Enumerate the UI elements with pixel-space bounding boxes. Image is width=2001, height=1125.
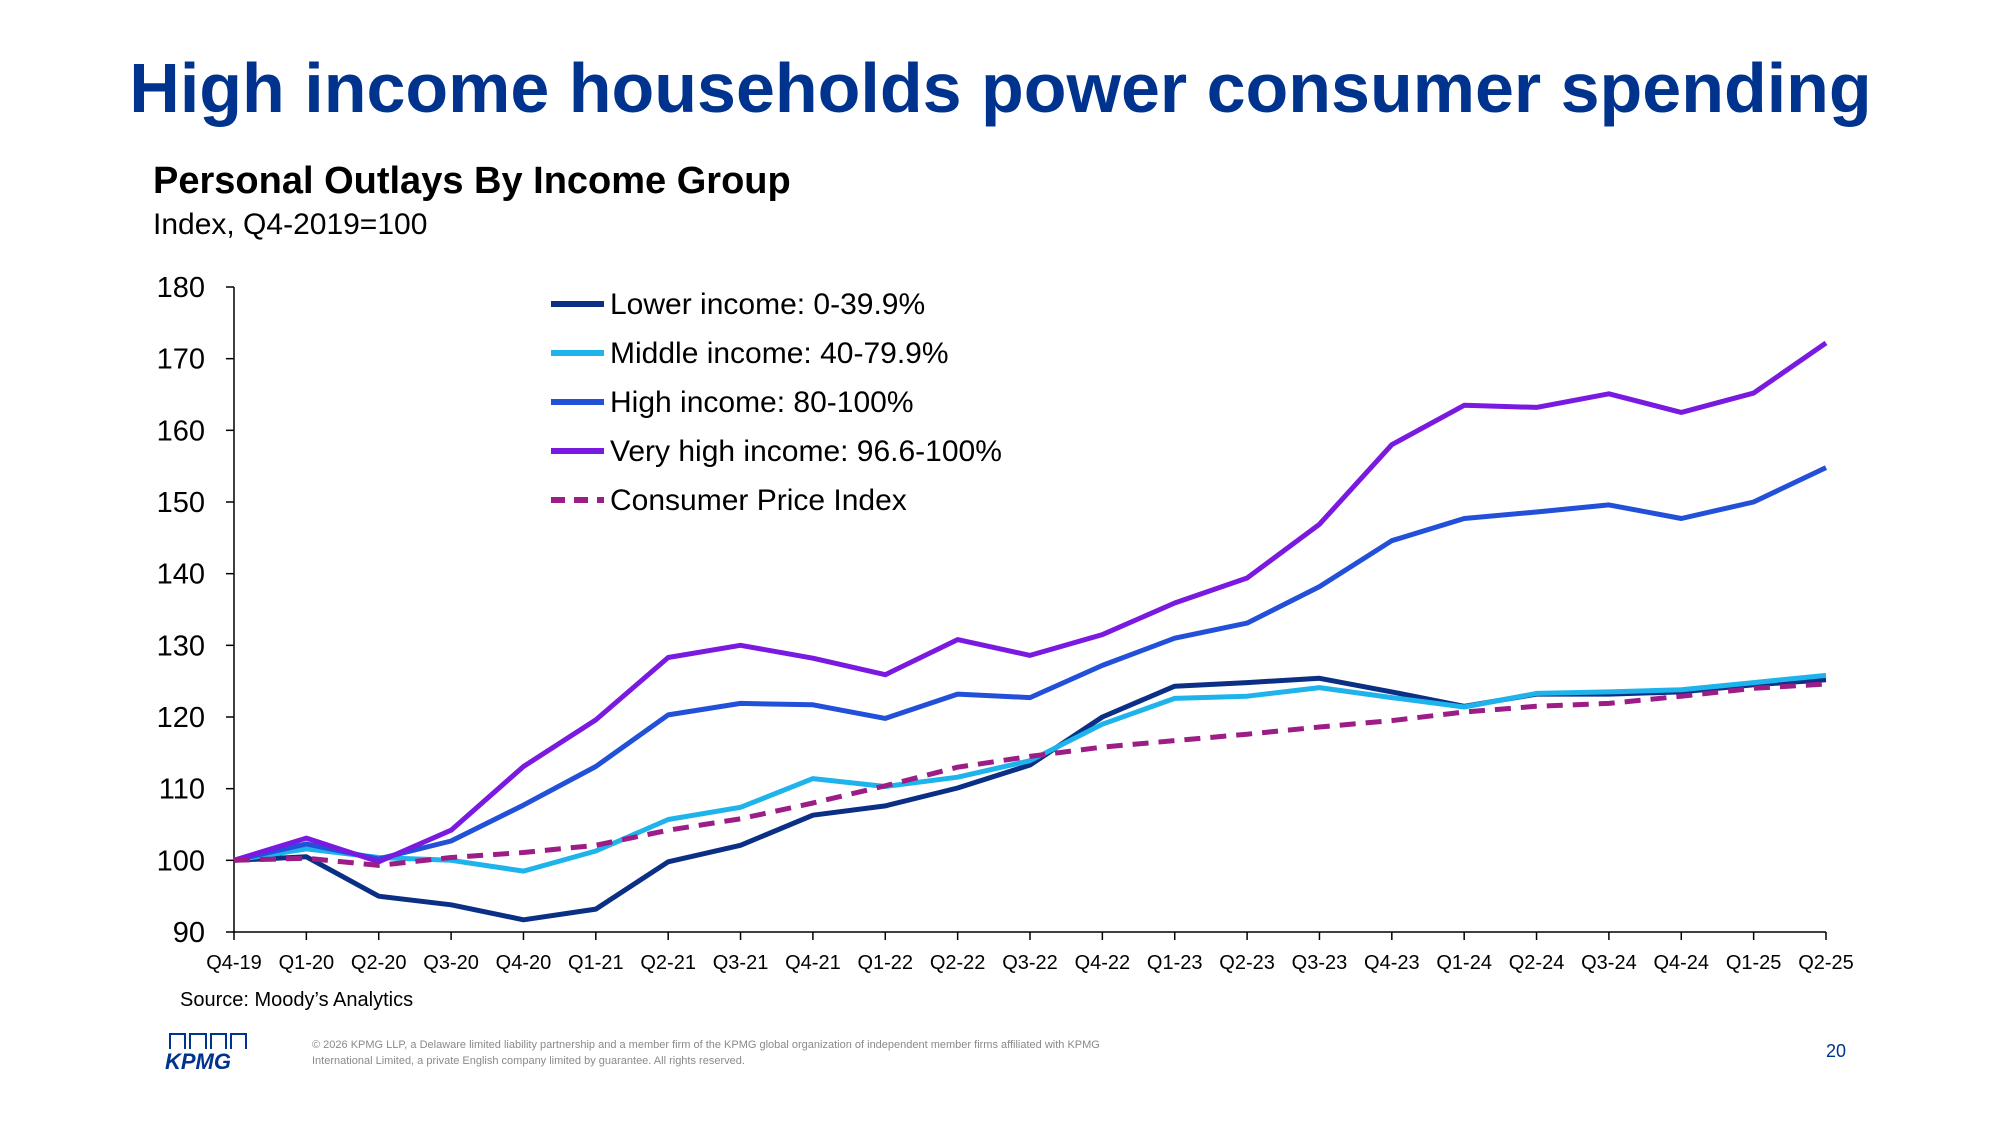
y-tick-label: 150 bbox=[157, 487, 205, 519]
x-tick-label: Q4-19 bbox=[206, 952, 262, 974]
y-tick-label: 160 bbox=[157, 415, 205, 447]
y-tick-label: 100 bbox=[157, 845, 205, 877]
y-tick-label: 90 bbox=[173, 917, 205, 949]
x-tick-label: Q1-22 bbox=[857, 952, 913, 974]
kpmg-logo: KPMG bbox=[165, 1033, 247, 1074]
series-line-4 bbox=[233, 681, 1827, 868]
y-tick-label: 180 bbox=[157, 272, 205, 304]
chart-axes: 90 100 110 120 130 140 150 160 170 180 Q4-19 Q1-20 Q… bbox=[157, 272, 1854, 974]
x-tick-label: Q2-21 bbox=[640, 952, 696, 974]
line-chart: 90 100 110 120 130 140 150 160 170 180 Q4-19 Q1-20 Q… bbox=[157, 272, 1854, 974]
x-tick-label: Q4-23 bbox=[1364, 952, 1420, 974]
logo-boxes bbox=[169, 1033, 247, 1049]
x-tick-label: Q3-23 bbox=[1292, 952, 1348, 974]
x-tick-label: Q2-25 bbox=[1798, 952, 1854, 974]
x-tick-label: Q3-24 bbox=[1581, 952, 1637, 974]
y-tick-label: 110 bbox=[159, 774, 205, 806]
slide-title: High income households power consumer sp… bbox=[129, 49, 1872, 127]
x-tick-label: Q4-24 bbox=[1653, 952, 1709, 974]
series-line-3 bbox=[233, 340, 1828, 865]
logo-wordmark: KPMG bbox=[165, 1049, 231, 1074]
x-tick-label: Q3-20 bbox=[423, 952, 479, 974]
x-tick-label: Q4-22 bbox=[1075, 952, 1131, 974]
x-tick-label: Q4-21 bbox=[785, 952, 841, 974]
legend-label-0: Lower income: 0-39.9% bbox=[610, 288, 925, 321]
legend-label-2: High income: 80-100% bbox=[610, 386, 914, 419]
x-tick-label: Q1-23 bbox=[1147, 952, 1203, 974]
x-tick-label: Q2-22 bbox=[930, 952, 986, 974]
x-tick-label: Q2-23 bbox=[1219, 952, 1275, 974]
chart-title: Personal Outlays By Income Group bbox=[153, 160, 791, 202]
legal-disclaimer: © 2026 KPMG LLP, a Delaware limited liab… bbox=[312, 1039, 1100, 1067]
source-note: Source: Moody’s Analytics bbox=[180, 989, 414, 1011]
x-tick-label: Q2-24 bbox=[1509, 952, 1565, 974]
x-tick-label: Q3-21 bbox=[713, 952, 769, 974]
page-number: 20 bbox=[1826, 1041, 1847, 1061]
legend-label-4: Consumer Price Index bbox=[610, 484, 907, 517]
legend-label-1: Middle income: 40-79.9% bbox=[610, 337, 949, 370]
chart-series bbox=[233, 340, 1828, 923]
legend-label-3: Very high income: 96.6-100% bbox=[610, 435, 1002, 468]
x-tick-label: Q1-24 bbox=[1436, 952, 1492, 974]
x-tick-label: Q1-21 bbox=[568, 952, 624, 974]
x-tick-label: Q3-22 bbox=[1002, 952, 1058, 974]
y-tick-label: 120 bbox=[157, 702, 205, 734]
x-tick-label: Q2-20 bbox=[351, 952, 407, 974]
series-line-1 bbox=[233, 672, 1827, 874]
chart-subtitle: Index, Q4-2019=100 bbox=[153, 208, 428, 241]
x-tick-label: Q4-20 bbox=[496, 952, 552, 974]
y-tick-label: 140 bbox=[157, 559, 205, 591]
x-tick-label: Q1-20 bbox=[279, 952, 335, 974]
x-tick-label: Q1-25 bbox=[1726, 952, 1782, 974]
y-tick-label: 130 bbox=[157, 630, 205, 662]
series-line-2 bbox=[233, 465, 1828, 863]
y-tick-label: 170 bbox=[157, 344, 205, 376]
series-line-0 bbox=[233, 675, 1827, 923]
chart-legend: Lower income: 0-39.9% Middle income: 40-7… bbox=[551, 288, 1002, 517]
